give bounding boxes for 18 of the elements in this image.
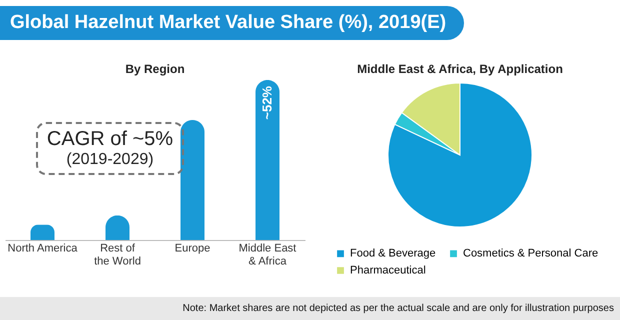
bar: [180, 120, 204, 240]
chart-title: Global Hazelnut Market Value Share (%), 2019(E): [0, 6, 464, 40]
annotation: CAGR of ~5%: [46, 128, 174, 151]
bar: [256, 80, 280, 240]
x-tick-label: Rest of the World: [94, 242, 141, 268]
bar: [30, 224, 54, 240]
data-label: ~52%: [260, 86, 274, 120]
legend-label: Food & Beverage: [350, 248, 436, 260]
legend-label: Cosmetics & Personal Care: [463, 248, 598, 260]
annotation: (2019-2029): [65, 151, 155, 169]
pie-slice: [388, 82, 532, 228]
x-tick-label: North America: [8, 242, 78, 254]
legend-label: Pharmaceutical: [350, 264, 426, 276]
chart-title: Middle East & Africa, By Application: [357, 62, 563, 76]
x-tick-label: Europe: [174, 242, 210, 254]
text: Note: Market shares are not depicted as per the actual scale and are only for illustration purposes: [0, 297, 620, 320]
x-tick-label: Middle East & Africa: [238, 242, 296, 268]
chart-subtitle: By Region: [125, 62, 185, 76]
